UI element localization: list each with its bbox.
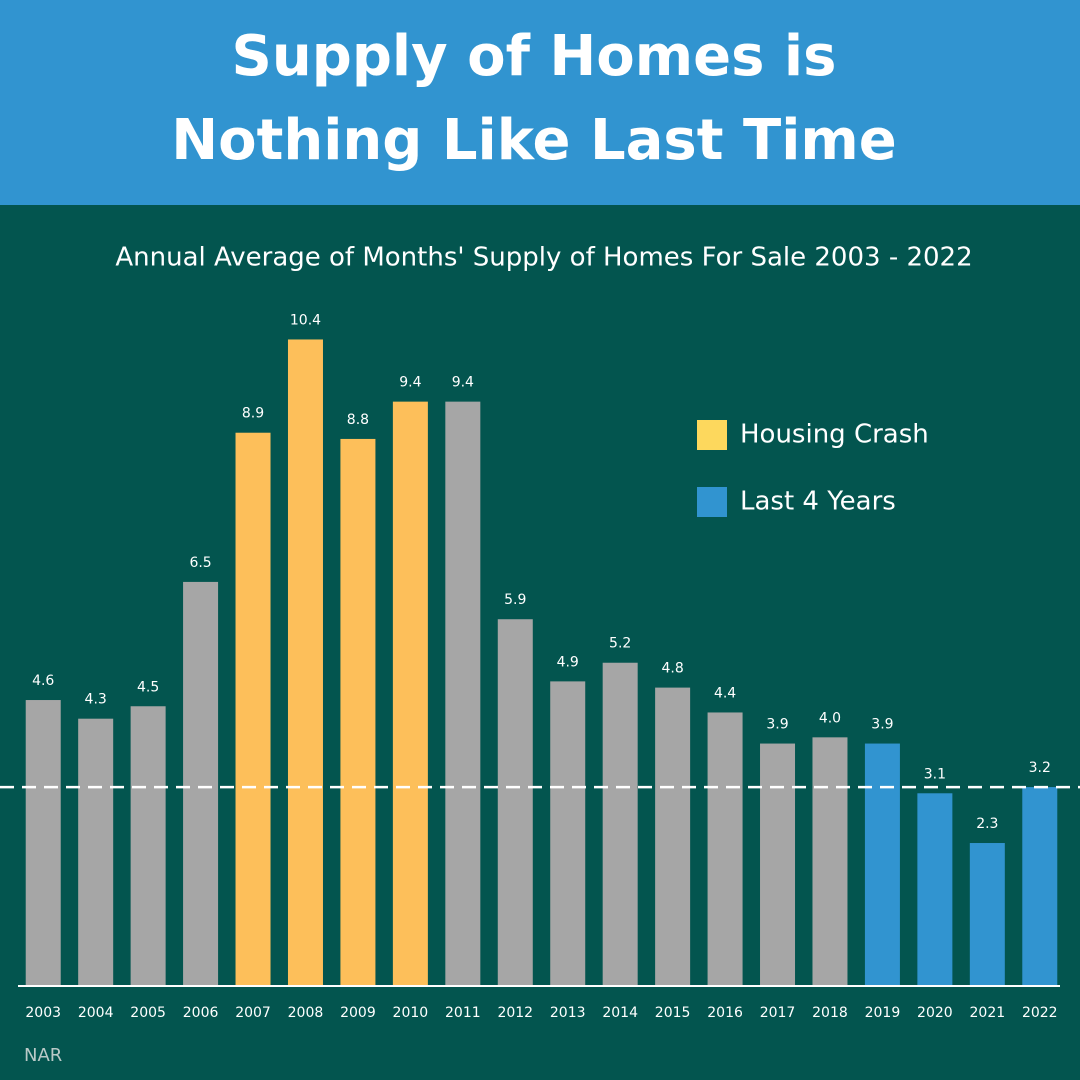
value-label: 2.3 — [976, 816, 998, 832]
value-label: 3.9 — [766, 717, 788, 733]
bar — [812, 737, 848, 986]
value-label: 4.3 — [85, 692, 107, 708]
x-tick-label: 2016 — [707, 1005, 743, 1021]
value-label: 4.5 — [137, 679, 159, 695]
legend-label: Last 4 Years — [740, 487, 896, 517]
x-tick-label: 2014 — [602, 1005, 638, 1021]
value-label: 5.9 — [504, 592, 526, 608]
bar — [1022, 787, 1058, 986]
bar — [130, 706, 166, 986]
x-tick-label: 2022 — [1022, 1005, 1058, 1021]
x-tick-label: 2012 — [497, 1005, 533, 1021]
legend-swatch — [697, 487, 727, 517]
value-label: 8.9 — [242, 406, 264, 422]
x-tick-label: 2006 — [183, 1005, 219, 1021]
x-tick-label: 2005 — [130, 1005, 166, 1021]
header-band — [0, 0, 1080, 205]
bar — [707, 712, 743, 986]
x-tick-label: 2013 — [550, 1005, 586, 1021]
x-tick-label: 2008 — [288, 1005, 324, 1021]
bar — [497, 619, 533, 986]
x-tick-label: 2021 — [970, 1005, 1006, 1021]
x-tick-label: 2015 — [655, 1005, 691, 1021]
x-tick-label: 2004 — [78, 1005, 114, 1021]
value-label: 3.9 — [871, 717, 893, 733]
bar — [864, 743, 900, 986]
bar — [340, 438, 376, 986]
source: NAR — [24, 1045, 62, 1066]
x-tick-label: 2018 — [812, 1005, 848, 1021]
chart-title: Nothing Like Last Time — [171, 108, 897, 173]
value-label: 4.8 — [661, 661, 683, 677]
bar — [25, 700, 61, 986]
value-label: 9.4 — [399, 375, 421, 391]
x-tick-label: 2011 — [445, 1005, 481, 1021]
bar — [183, 581, 219, 986]
bar — [78, 718, 114, 986]
x-tick-label: 2019 — [865, 1005, 901, 1021]
x-tick-label: 2020 — [917, 1005, 953, 1021]
bar — [392, 401, 428, 987]
value-label: 4.4 — [714, 685, 736, 701]
x-tick-label: 2017 — [760, 1005, 796, 1021]
bar — [550, 681, 586, 986]
x-tick-label: 2007 — [235, 1005, 271, 1021]
value-label: 4.9 — [557, 654, 579, 670]
bar — [287, 339, 323, 986]
x-tick-label: 2003 — [25, 1005, 61, 1021]
value-label: 3.2 — [1029, 760, 1051, 776]
value-label: 3.1 — [924, 766, 946, 782]
value-label: 4.0 — [819, 710, 841, 726]
bar — [760, 743, 796, 986]
value-label: 10.4 — [290, 312, 321, 328]
x-tick-label: 2010 — [393, 1005, 429, 1021]
value-label: 8.8 — [347, 412, 369, 428]
value-label: 9.4 — [452, 375, 474, 391]
legend-label: Housing Crash — [740, 420, 929, 450]
bar — [445, 401, 481, 987]
legend-swatch — [697, 420, 727, 450]
value-label: 5.2 — [609, 636, 631, 652]
bar — [235, 432, 271, 986]
value-label: 4.6 — [32, 673, 54, 689]
chart-subtitle: Annual Average of Months' Supply of Home… — [115, 243, 972, 273]
bar — [917, 793, 953, 986]
x-tick-label: 2009 — [340, 1005, 376, 1021]
value-label: 6.5 — [189, 555, 211, 571]
chart-title: Supply of Homes is — [232, 24, 837, 89]
bar — [969, 843, 1005, 986]
bar — [655, 687, 691, 986]
bar — [602, 662, 638, 986]
